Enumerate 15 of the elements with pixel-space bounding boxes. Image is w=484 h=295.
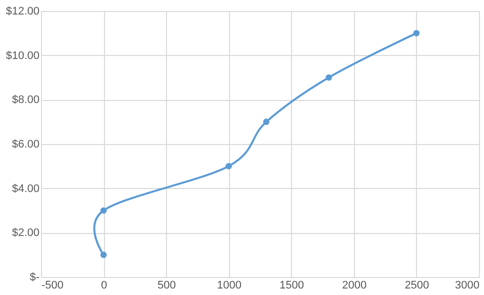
y-tick-label: $2.00 [12, 227, 40, 240]
x-tick-label: 0 [101, 280, 108, 292]
x-tick-label: 500 [157, 280, 176, 292]
x-tick-label: -500 [42, 280, 64, 292]
y-tick-label: $4.00 [12, 182, 40, 195]
x-tick-label: 1000 [216, 280, 242, 292]
x-tick-label: 2500 [404, 280, 430, 292]
x-tick-label: 2000 [342, 280, 367, 292]
y-tick-label: $- [30, 272, 40, 284]
y-tick-label: $6.00 [12, 138, 40, 150]
y-tick-label: $8.00 [12, 94, 40, 106]
y-tick-label: $10.00 [6, 50, 40, 62]
x-tick-label: 3000 [455, 280, 480, 292]
x-tick-label: 1500 [280, 280, 304, 292]
y-tick-label: $12.00 [6, 6, 40, 18]
